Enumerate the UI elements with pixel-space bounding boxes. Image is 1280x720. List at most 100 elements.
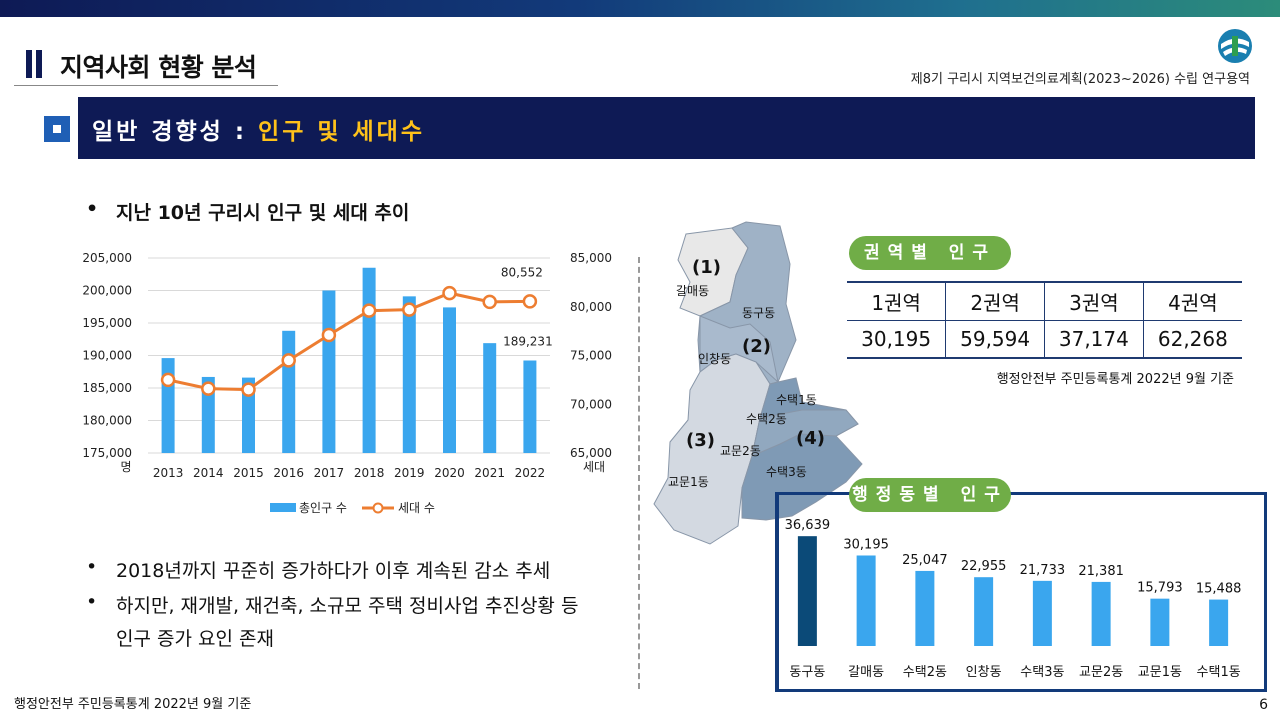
map-label-sutaek1: 수택1동 bbox=[776, 393, 817, 407]
x-axis-tick: 2017 bbox=[314, 466, 345, 480]
population-bar bbox=[523, 360, 537, 453]
population-bar bbox=[242, 377, 255, 453]
population-last-label: 189,231 bbox=[503, 334, 553, 348]
x-axis-tick: 2016 bbox=[273, 466, 304, 480]
dong-bar-label: 30,195 bbox=[843, 537, 889, 552]
map-label-sutaek3: 수택3동 bbox=[766, 465, 807, 479]
dong-bar bbox=[1091, 581, 1111, 646]
map-label-sutaek2: 수택2동 bbox=[746, 412, 787, 426]
dong-population-chart: 36,639 동구동 30,195 갈매동 25,047 수택2동 22,955 인창동 21,… bbox=[785, 518, 1242, 680]
x-axis-tick: 2013 bbox=[153, 466, 184, 480]
table-header-cell: 1권역 bbox=[847, 281, 946, 320]
population-bar bbox=[362, 267, 376, 453]
legend-bar-label: 총인구 수 bbox=[299, 501, 347, 515]
x-axis-tick: 2021 bbox=[474, 466, 505, 480]
factor-text-line2: 인구 증가 요인 존재 bbox=[116, 628, 274, 650]
x-axis-tick: 2022 bbox=[515, 466, 546, 480]
x-axis-tick: 2020 bbox=[434, 466, 465, 480]
table-cell: 30,195 bbox=[847, 319, 946, 359]
household-point bbox=[402, 302, 417, 317]
map-number-4: (4) bbox=[796, 428, 825, 449]
region-population-table: 1권역 2권역 3권역 4권역 30,195 59,594 37,174 62,… bbox=[847, 281, 1242, 359]
left-axis-tick: 180,000 bbox=[82, 414, 132, 428]
household-point bbox=[281, 353, 296, 368]
population-bar bbox=[322, 290, 336, 453]
dong-x-tick: 수택3동 bbox=[1020, 665, 1064, 680]
table-source: 행정안전부 주민등록통계 2022년 9월 기준 bbox=[996, 372, 1234, 387]
section-heading-prefix: 일반 경향성 : bbox=[92, 119, 259, 145]
dong-bar bbox=[1150, 598, 1170, 646]
household-point bbox=[160, 372, 176, 388]
right-axis-tick: 75,000 bbox=[570, 349, 612, 363]
table-header-cell: 4권역 bbox=[1142, 281, 1242, 320]
population-bar bbox=[282, 330, 296, 453]
right-axis-unit: 세대 bbox=[583, 460, 605, 474]
household-last-label: 80,552 bbox=[501, 265, 543, 279]
dong-bar-label: 36,639 bbox=[785, 518, 831, 533]
factor-bullet: • 하지만, 재개발, 재건축, 소규모 주택 정비사업 추진상황 등 bbox=[86, 591, 579, 618]
factor-text-line1: 하지만, 재개발, 재건축, 소규모 주택 정비사업 추진상황 등 bbox=[116, 595, 579, 617]
dong-x-tick: 교문1동 bbox=[1138, 665, 1182, 680]
legend-bar-swatch bbox=[270, 503, 296, 512]
page-title-block: 지역사회 현황 분석 bbox=[14, 40, 278, 86]
dong-bar-label: 15,793 bbox=[1137, 581, 1183, 596]
bullet-dot: • bbox=[86, 556, 98, 578]
section-heading: 일반 경향성 : 인구 및 세대수 bbox=[92, 112, 425, 146]
population-bar bbox=[402, 296, 416, 453]
left-axis-tick: 190,000 bbox=[82, 349, 132, 363]
dong-bar bbox=[974, 577, 994, 646]
population-bar bbox=[483, 343, 497, 453]
map-region-4-sutaek2 bbox=[751, 409, 859, 457]
map-number-2: (2) bbox=[742, 336, 771, 357]
x-axis-tick: 2018 bbox=[354, 466, 385, 480]
page-number: 6 bbox=[1259, 697, 1268, 713]
footer-source: 행정안전부 주민등록통계 2022년 9월 기준 bbox=[14, 697, 252, 712]
trend-bullet: • 2018년까지 꾸준히 증가하다가 이후 계속된 감소 추세 bbox=[86, 556, 551, 583]
left-axis-tick: 205,000 bbox=[82, 251, 132, 265]
population-bar bbox=[443, 307, 456, 453]
map-label-inchang: 인창동 bbox=[698, 352, 731, 366]
population-bar bbox=[201, 376, 215, 453]
table-row: 30,195 59,594 37,174 62,268 bbox=[847, 319, 1242, 359]
region-population-badge: 권역별 인구 bbox=[849, 236, 1011, 270]
map-label-galmae: 갈매동 bbox=[676, 284, 709, 298]
table-header-row: 1권역 2권역 3권역 4권역 bbox=[847, 281, 1242, 320]
dong-x-tick: 동구동 bbox=[789, 665, 825, 680]
dong-x-tick: 수택2동 bbox=[903, 665, 947, 680]
population-household-chart: 175,000 180,000 185,000 190,000 195,000 200,0… bbox=[82, 251, 612, 515]
report-subtitle: 제8기 구리시 지역보건의료계획(2023~2026) 수립 연구용역 bbox=[910, 72, 1250, 87]
table-cell: 59,594 bbox=[945, 319, 1045, 359]
dong-bar bbox=[856, 555, 876, 646]
dong-bar-label: 25,047 bbox=[902, 553, 948, 568]
dong-bar-label: 22,955 bbox=[961, 559, 1007, 574]
left-axis-unit: 명 bbox=[120, 460, 131, 474]
bullet-dot: • bbox=[86, 198, 99, 220]
left-axis-tick: 175,000 bbox=[82, 446, 132, 460]
dong-bar bbox=[797, 536, 817, 646]
top-gradient-bar bbox=[0, 0, 1280, 17]
map-number-3: (3) bbox=[686, 430, 715, 451]
table-cell: 37,174 bbox=[1044, 319, 1144, 359]
right-axis-tick: 65,000 bbox=[570, 446, 612, 460]
household-point bbox=[201, 381, 216, 396]
factor-bullet-continued: 인구 증가 요인 존재 bbox=[116, 624, 274, 651]
section-square-icon bbox=[44, 116, 70, 142]
map-label-gyomun1: 교문1동 bbox=[668, 475, 709, 489]
dong-bar-label: 15,488 bbox=[1196, 582, 1242, 597]
household-point bbox=[241, 382, 256, 397]
map-region-3 bbox=[653, 353, 771, 545]
dong-bar bbox=[1032, 580, 1052, 646]
chart-heading-bullet: • 지난 10년 구리시 인구 및 세대 추이 bbox=[86, 198, 409, 225]
table-header-cell: 3권역 bbox=[1044, 281, 1144, 320]
household-point bbox=[442, 285, 457, 301]
map-label-gyomun2: 교문2동 bbox=[720, 444, 761, 458]
title-bars-icon bbox=[26, 50, 46, 82]
population-bar bbox=[161, 358, 175, 453]
dong-chart-frame bbox=[775, 492, 1267, 692]
dong-bar-label: 21,733 bbox=[1020, 563, 1066, 578]
trend-text: 2018년까지 꾸준히 증가하다가 이후 계속된 감소 추세 bbox=[116, 560, 551, 582]
legend-line-label: 세대 수 bbox=[398, 501, 435, 515]
guri-region-map: (1) 갈매동 동구동 (2) 인창동 수택1동 수택2동 (3) (4) 교문… bbox=[653, 221, 863, 545]
section-banner bbox=[78, 97, 1255, 159]
left-axis-tick: 195,000 bbox=[82, 316, 132, 330]
